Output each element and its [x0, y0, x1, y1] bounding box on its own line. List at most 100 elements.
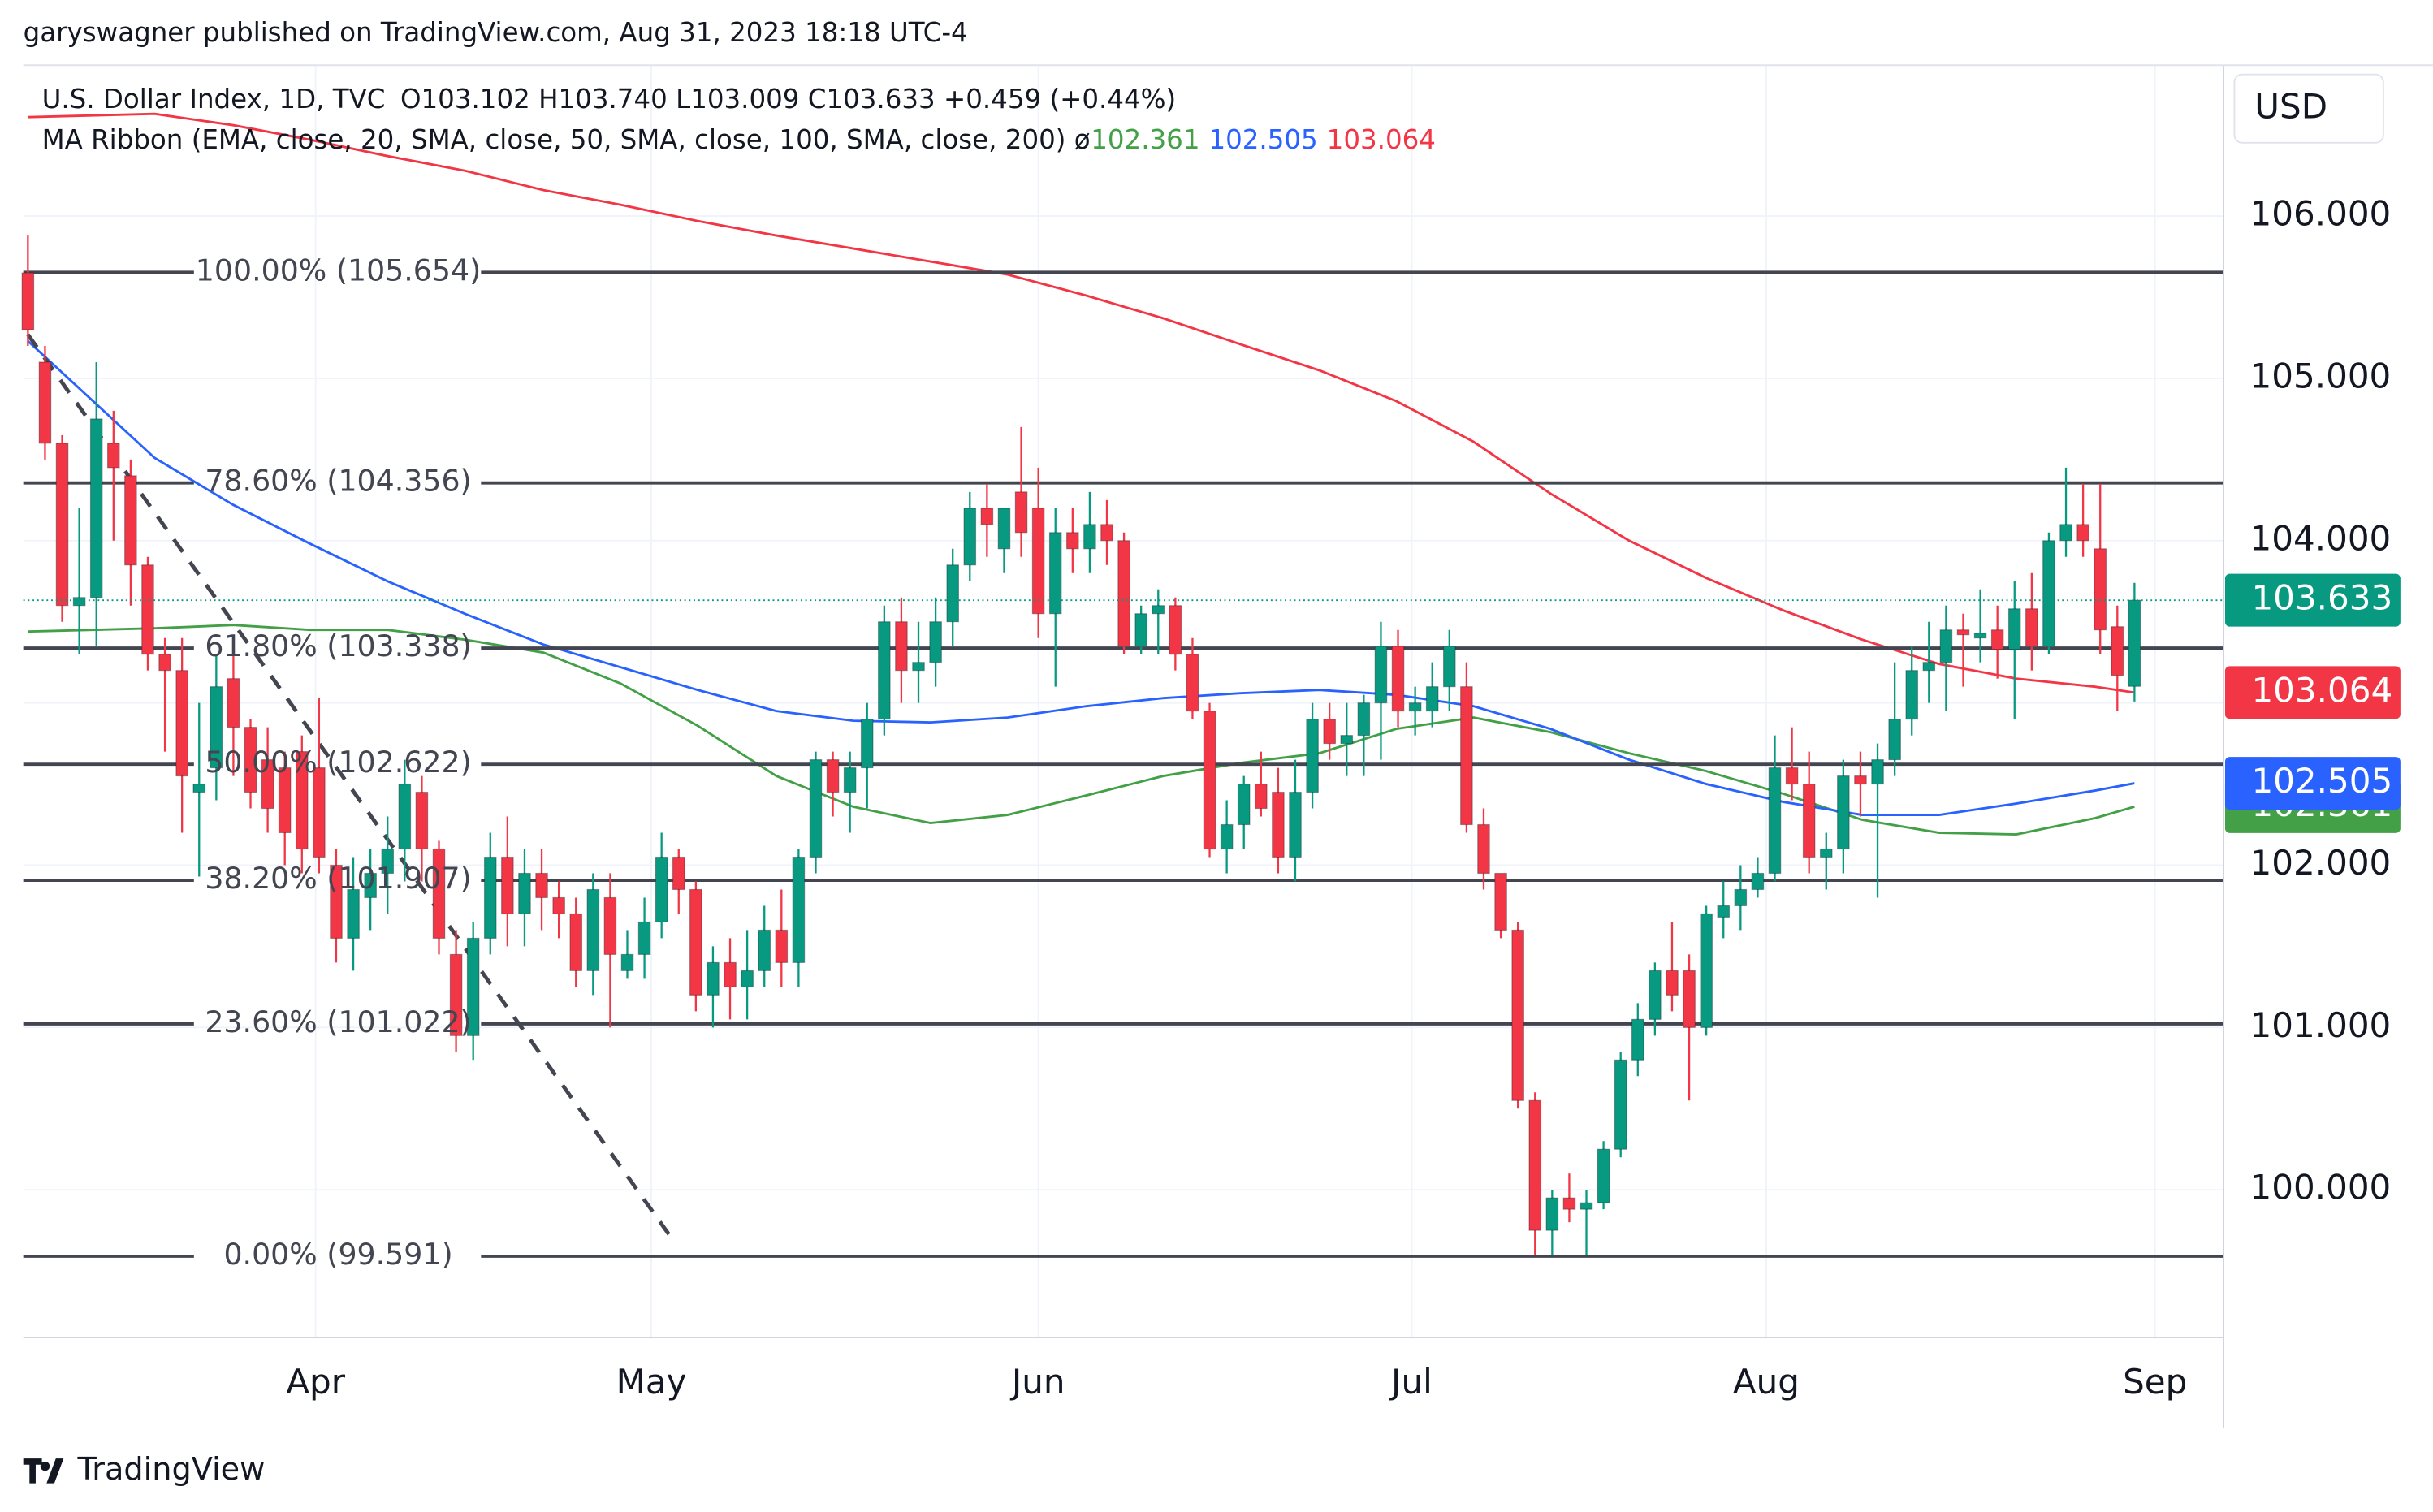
- currency[interactable]: USD: [2254, 86, 2327, 126]
- candle-body: [2111, 626, 2124, 676]
- candle-body: [860, 719, 874, 769]
- candle-body: [1649, 970, 1662, 1020]
- candle-body: [158, 654, 171, 672]
- candle-body: [1169, 605, 1182, 655]
- candle-body: [381, 848, 395, 875]
- y-tick-label: 102.000: [2250, 843, 2392, 883]
- fib-label: 0.00% (99.591): [223, 1237, 452, 1272]
- candle-body: [792, 856, 806, 963]
- candle-body: [1700, 913, 1713, 1028]
- candle-body: [1545, 1197, 1559, 1231]
- plot: 100.00% (105.654) 78.60% (104.356) 61.80% …: [21, 112, 2224, 1272]
- candle-body: [1031, 508, 1045, 615]
- candle-body: [1048, 532, 1062, 615]
- x-tick-label: Apr: [286, 1362, 345, 1402]
- y-tick-label: 105.000: [2250, 356, 2392, 395]
- candle-body: [724, 961, 737, 987]
- candle-body: [1837, 775, 1850, 850]
- candle-body: [192, 783, 206, 793]
- candle-body: [707, 961, 720, 996]
- ma-value: 102.505: [1208, 124, 1317, 155]
- candle-body: [637, 921, 651, 955]
- candle-body: [843, 767, 857, 793]
- candle-body: [2076, 524, 2089, 542]
- candle-body: [1819, 848, 1833, 858]
- candle-body: [449, 953, 463, 1036]
- candle-body: [1905, 670, 1919, 720]
- candle-body: [1939, 629, 1953, 663]
- price-tag-label: 103.064: [2251, 670, 2392, 710]
- candle-body: [1374, 646, 1388, 704]
- candle-body: [1871, 759, 1884, 785]
- price-tag: [2224, 573, 2401, 627]
- candle-body: [261, 759, 274, 810]
- candle-body: [1854, 775, 1867, 785]
- candle-body: [1511, 929, 1524, 1101]
- candle-body: [1614, 1059, 1627, 1150]
- candle-body: [72, 597, 86, 607]
- candle-body: [175, 670, 188, 777]
- candle-body: [586, 888, 600, 971]
- currency-box[interactable]: [2233, 73, 2384, 144]
- candle-body: [775, 929, 789, 963]
- moving-average: [28, 112, 2135, 694]
- candle-body: [227, 678, 240, 728]
- candle-body: [758, 929, 771, 971]
- candle-body: [1323, 719, 1337, 745]
- ohlc: O103.102 H103.740 L103.009 C103.633 +0.4…: [400, 84, 1176, 114]
- y-tick-label: 106.000: [2250, 194, 2392, 234]
- candle-body: [2094, 548, 2107, 631]
- candle-body: [1014, 491, 1028, 534]
- candle-body: [1186, 654, 1199, 712]
- candle-body: [124, 475, 137, 566]
- candle-body: [1340, 735, 1354, 745]
- candle-body: [1306, 719, 1319, 793]
- candle-body: [1134, 613, 1148, 647]
- price-tag-label: 102.505: [2251, 761, 2392, 801]
- candle-body: [1683, 970, 1696, 1028]
- x-tick-label: May: [616, 1362, 687, 1402]
- candle-body: [1990, 629, 2004, 650]
- candle-body: [364, 872, 377, 899]
- candle-body: [21, 272, 35, 330]
- fib-label: 61.80% (103.338): [205, 629, 471, 663]
- y-tick-label: 101.000: [2250, 1005, 2392, 1045]
- candle-body: [1460, 686, 1473, 826]
- fib-label: 38.20% (101.907): [205, 861, 471, 896]
- y-tick-label: 104.000: [2250, 518, 2392, 558]
- candle-body: [330, 864, 343, 939]
- candle-body: [1391, 646, 1405, 712]
- fib-label: 50.00% (102.622): [205, 745, 471, 780]
- candle-body: [1717, 905, 1731, 918]
- candle-body: [432, 848, 446, 939]
- candle-body: [535, 872, 548, 899]
- candle-body: [1203, 711, 1216, 850]
- candle-body: [313, 767, 326, 858]
- candle-body: [1477, 823, 1490, 875]
- candle-body: [929, 621, 942, 663]
- candle-body: [620, 953, 634, 971]
- candle-body: [1922, 662, 1936, 672]
- candle-body: [1220, 823, 1234, 850]
- candle-body: [1289, 791, 1302, 858]
- fib-label: 100.00% (105.654): [196, 253, 481, 287]
- candle-body: [895, 621, 908, 672]
- candle-body: [1956, 629, 1970, 636]
- ma-value: 102.361: [1091, 124, 1199, 155]
- candle-body: [2128, 599, 2141, 687]
- candle-body: [1408, 702, 1422, 712]
- candle-body: [89, 418, 103, 598]
- candle-body: [466, 937, 480, 1036]
- candle-body: [809, 759, 823, 858]
- candle-body: [1888, 719, 1901, 761]
- candle-body: [552, 896, 565, 915]
- candle-body: [1562, 1197, 1576, 1210]
- candle-body: [1528, 1099, 1542, 1231]
- candle-body: [501, 856, 514, 915]
- symbol: U.S. Dollar Index, 1D, TVC: [42, 84, 386, 114]
- author: garyswagner published on TradingView.com…: [24, 17, 968, 48]
- price-tag: [2224, 757, 2401, 810]
